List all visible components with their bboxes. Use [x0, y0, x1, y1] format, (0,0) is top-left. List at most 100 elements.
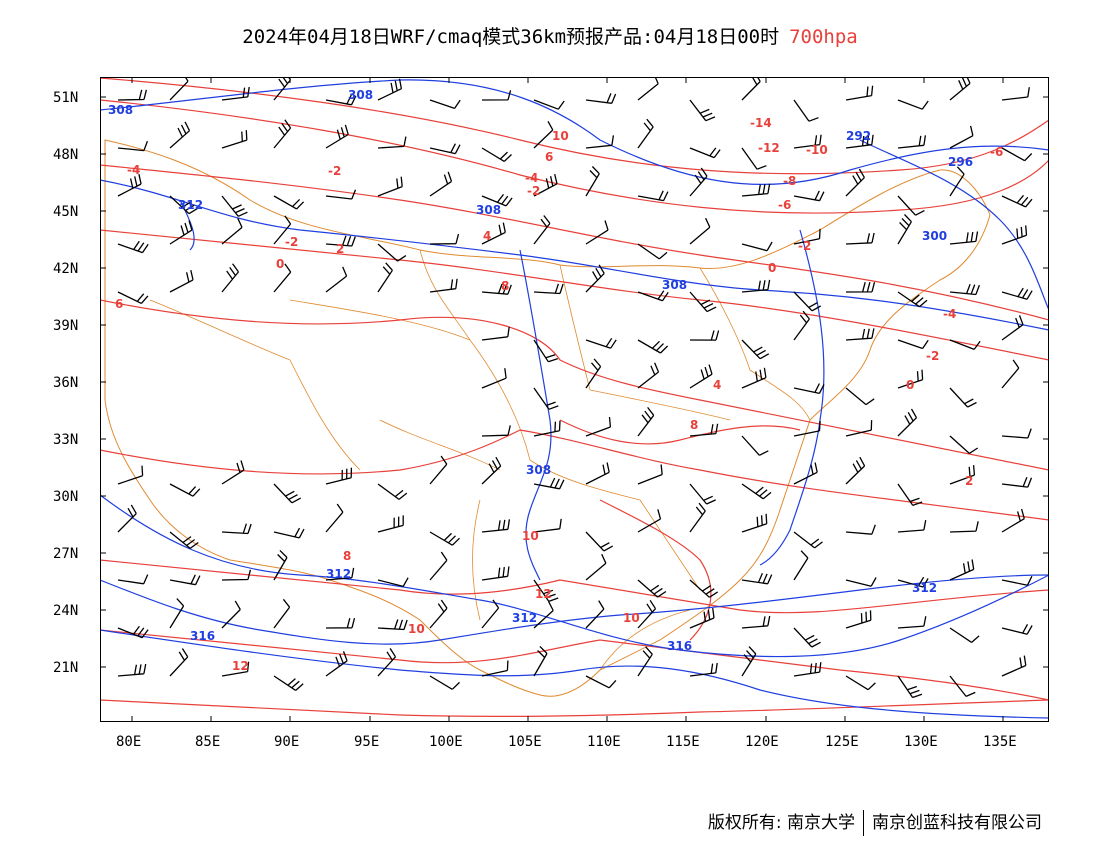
- lat-tick-label: 24N: [53, 603, 78, 619]
- temp-label: 10: [552, 129, 569, 143]
- wind-barb: [897, 519, 927, 533]
- wind-barb: [741, 513, 768, 533]
- wind-barb: [481, 425, 511, 437]
- height-label: 308: [348, 88, 373, 102]
- height-label: 292: [846, 129, 871, 143]
- copyright-label: 版权所有:: [707, 813, 782, 833]
- wind-barb: [273, 527, 305, 539]
- wind-barb: [637, 599, 657, 629]
- wind-barb: [533, 339, 559, 363]
- wind-barb: [845, 85, 874, 101]
- temp-label: -2: [328, 164, 341, 178]
- wind-barb: [377, 619, 408, 631]
- wind-barb: [325, 503, 344, 533]
- wind-barb: [637, 118, 654, 149]
- wind-barb: [221, 569, 252, 581]
- wind-barb: [1001, 623, 1033, 635]
- wind-barb: [377, 262, 393, 293]
- lat-tick-label: 45N: [53, 204, 78, 220]
- wind-barb: [273, 598, 291, 629]
- map-plot-area: [100, 77, 1049, 719]
- lat-tick-label: 48N: [53, 147, 78, 163]
- wind-barb: [221, 600, 241, 629]
- wind-barb: [169, 77, 189, 101]
- wind-barb: [585, 531, 614, 552]
- wind-barb: [325, 266, 348, 293]
- wind-barb: [949, 283, 981, 296]
- wind-barb: [741, 367, 767, 389]
- wind-barb: [741, 646, 757, 677]
- wind-barb: [585, 416, 612, 437]
- wind-barb: [897, 339, 929, 350]
- wind-barb: [1001, 359, 1020, 389]
- wind-barb: [273, 263, 292, 293]
- wind-barb: [221, 130, 248, 149]
- wind-barb: [845, 610, 872, 629]
- wind-barb: [1001, 287, 1033, 300]
- wind-barb: [1001, 428, 1032, 439]
- org-chuanglan: 南京创蓝科技有限公司: [872, 813, 1042, 833]
- wind-barb: [793, 383, 825, 395]
- lon-tick-label: 100E: [429, 734, 463, 750]
- height-label: 312: [912, 581, 937, 595]
- wind-barb: [1001, 575, 1033, 586]
- temp-label: 0: [276, 257, 284, 271]
- wind-barb: [377, 176, 403, 197]
- wind-barb: [741, 241, 773, 252]
- temp-label: 10: [408, 622, 425, 636]
- wind-barb: [585, 264, 605, 293]
- wind-barb: [897, 99, 929, 110]
- wind-barb: [845, 328, 875, 341]
- temp-label: 2: [965, 474, 973, 488]
- wind-barb: [741, 339, 770, 360]
- temperature-contours: [100, 77, 1049, 718]
- wind-barb: [585, 220, 609, 245]
- temp-label: 4: [713, 378, 721, 392]
- wind-barb: [221, 218, 243, 245]
- wind-barb: [273, 77, 292, 101]
- height-contours: [100, 79, 1049, 719]
- height-label: 312: [178, 198, 203, 212]
- temp-label: 4: [483, 229, 491, 243]
- temp-label: 8: [501, 279, 509, 293]
- wind-barb: [689, 579, 719, 598]
- wind-barb: [793, 531, 823, 549]
- wind-barb: [1001, 508, 1025, 533]
- temperature-label-layer: -14 -12 -10 -8 -6 -6 -4 -4 -4 -2 -2 -2 -…: [115, 116, 1003, 673]
- wind-barb: [221, 661, 250, 677]
- wind-barb: [845, 134, 874, 149]
- lat-tick-label: 42N: [53, 261, 78, 277]
- wind-barb: [897, 408, 918, 437]
- wind-barb: [793, 291, 822, 312]
- wind-barb: [481, 283, 512, 295]
- wind-barb: [533, 387, 559, 410]
- wind-barb: [1001, 655, 1027, 677]
- wind-barb: [897, 576, 929, 588]
- wind-barb: [793, 550, 809, 581]
- wind-barb: [533, 518, 562, 533]
- wind-barb: [325, 651, 348, 677]
- temp-label: 0: [768, 261, 776, 275]
- wind-barb: [637, 362, 660, 389]
- temp-label: 2: [336, 242, 344, 256]
- wind-barb: [325, 94, 357, 106]
- temp-label: 8: [690, 418, 698, 432]
- wind-barb: [221, 523, 252, 535]
- wind-barb: [689, 423, 719, 437]
- wind-barb: [585, 135, 615, 149]
- lat-tick-label: 30N: [53, 489, 78, 505]
- wind-barb: [689, 99, 716, 122]
- lat-tick-label: 36N: [53, 375, 78, 391]
- wind-barb: [637, 290, 669, 302]
- wind-barb: [273, 195, 305, 210]
- lon-tick-label: 115E: [666, 734, 700, 750]
- wind-barb: [533, 420, 561, 437]
- temp-label: -2: [926, 349, 939, 363]
- wind-barb: [741, 279, 771, 293]
- temp-label: -10: [806, 143, 828, 157]
- wind-barb: [481, 368, 507, 389]
- wind-barb: [949, 435, 979, 454]
- wind-barb: [897, 135, 927, 149]
- wind-barb: [1001, 147, 1033, 162]
